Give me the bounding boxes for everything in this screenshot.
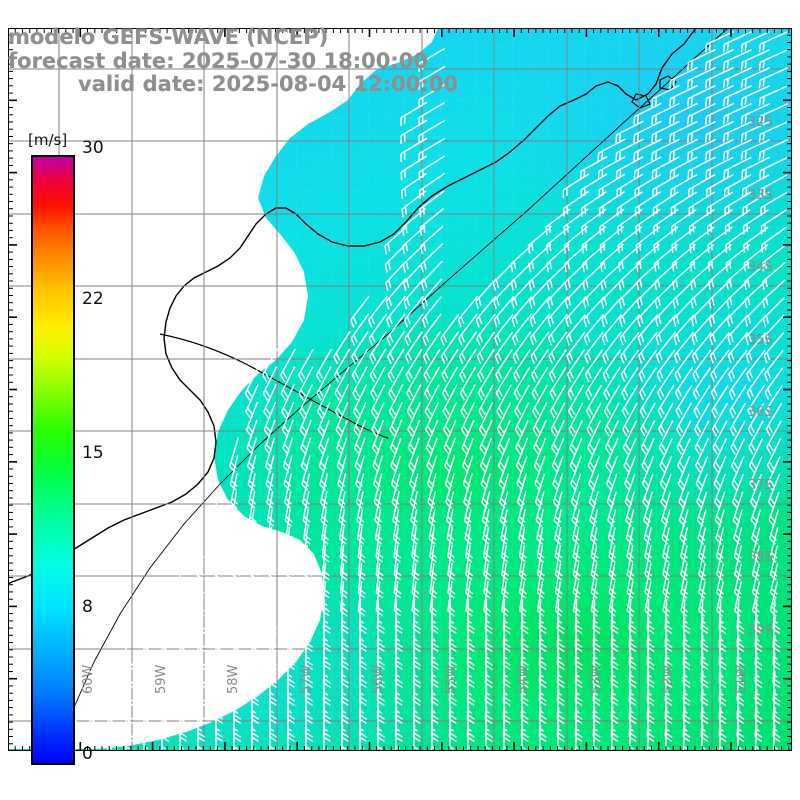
windspeed-raster [8,28,792,750]
lon-label-58W: 58W [226,664,241,694]
colorbar-tick-15: 15 [82,443,104,463]
lon-label-55W: 55W [444,664,459,694]
tick-marks-bottom [8,739,792,751]
lat-label-33S: 33S [748,188,773,203]
map-plot-area[interactable] [8,28,792,750]
colorbar-tick-8: 8 [82,597,93,617]
lon-label-52W: 52W [661,664,676,694]
colorbar-tick-30: 30 [82,138,104,158]
tick-marks-left [8,28,20,751]
lon-label-54W: 54W [516,664,531,694]
lon-label-51W: 51W [734,664,749,694]
lat-label-37S: 37S [748,478,773,493]
lon-label-53W: 53W [589,664,604,694]
axis-bottom [8,750,792,751]
lat-label-36S: 36S [748,405,773,420]
lat-label-39S: 39S [748,623,773,638]
tick-marks-right [780,28,792,751]
lon-label-57W: 57W [299,664,314,694]
tick-marks-top [8,28,792,40]
colorbar-gradient [31,155,75,765]
lat-label-32S: 32S [748,115,773,130]
lon-label-60W: 60W [81,664,96,694]
colorbar-tick-22: 22 [82,289,104,309]
colorbar[interactable] [31,155,75,765]
colorbar-tick-0: 0 [82,744,93,764]
lat-label-34S: 34S [748,260,773,275]
axis-top [8,28,792,29]
lat-label-38S: 38S [748,550,773,565]
lat-label-35S: 35S [748,333,773,348]
colorbar-unit-label: [m/s] [28,131,68,149]
lon-label-56W: 56W [371,664,386,694]
lon-label-59W: 59W [154,664,169,694]
